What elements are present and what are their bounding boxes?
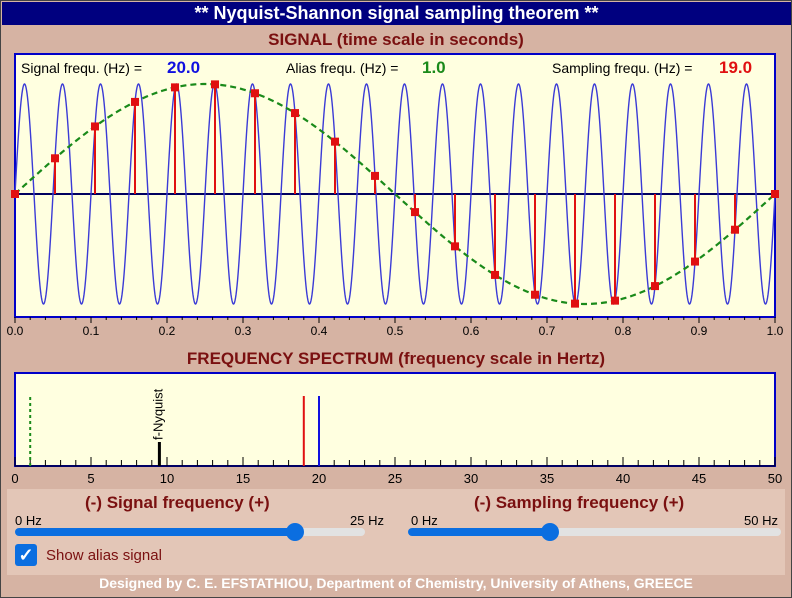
sample-point bbox=[371, 171, 379, 180]
signal-x-tick-label: 0.2 bbox=[159, 324, 176, 338]
sample-point bbox=[251, 89, 259, 98]
spectrum-x-tick-label: 5 bbox=[87, 471, 94, 486]
window-title: ** Nyquist-Shannon signal sampling theor… bbox=[2, 2, 791, 25]
sample-point bbox=[691, 257, 699, 266]
sampling-slider-title: (-) Sampling frequency (+) bbox=[474, 493, 685, 512]
signal-x-tick-label: 0.4 bbox=[311, 324, 328, 338]
spectrum-plot: 0 5 10 15 20 25 30 35 40 45 50 f-Nyquist bbox=[11, 372, 782, 486]
spectrum-x-tick-label: 0 bbox=[11, 471, 18, 486]
nyquist-label: f-Nyquist bbox=[150, 388, 165, 440]
sample-point bbox=[91, 122, 99, 131]
spectrum-x-tick-label: 50 bbox=[768, 471, 782, 486]
spectrum-x-tick-label: 25 bbox=[388, 471, 402, 486]
sample-point bbox=[171, 83, 179, 92]
signal-slider-title: (-) Signal frequency (+) bbox=[85, 493, 270, 512]
signal-x-tick-label: 0.5 bbox=[387, 324, 404, 338]
spectrum-x-tick-label: 30 bbox=[464, 471, 478, 486]
signal-freq-value: 20.0 bbox=[167, 58, 200, 77]
sample-point bbox=[51, 154, 59, 163]
slider-track bbox=[408, 528, 781, 536]
signal-x-tick-label: 1.0 bbox=[767, 324, 784, 338]
sampling-slider-min: 0 Hz bbox=[411, 513, 438, 528]
slider-thumb[interactable] bbox=[286, 523, 304, 541]
signal-x-tick-label: 0.1 bbox=[83, 324, 100, 338]
alias-freq-value: 1.0 bbox=[422, 58, 446, 77]
signal-slider-min: 0 Hz bbox=[15, 513, 42, 528]
sample-point bbox=[771, 190, 779, 198]
spectrum-x-tick-label: 45 bbox=[692, 471, 706, 486]
footer-credit: Designed by C. E. EFSTATHIOU, Department… bbox=[99, 575, 693, 591]
signal-frequency-slider[interactable] bbox=[15, 516, 365, 548]
sample-point bbox=[731, 225, 739, 234]
alias-freq-label: Alias frequ. (Hz) = bbox=[286, 60, 398, 76]
signal-x-tick-label: 0.9 bbox=[691, 324, 708, 338]
sample-point bbox=[331, 137, 339, 146]
sampling-freq-value: 19.0 bbox=[719, 58, 752, 77]
spectrum-x-tick-label: 20 bbox=[312, 471, 326, 486]
signal-x-tick-label: 0.6 bbox=[463, 324, 480, 338]
sample-point bbox=[411, 208, 419, 217]
sampling-freq-label: Sampling frequ. (Hz) = bbox=[552, 60, 692, 76]
signal-plot: 0.0 0.1 0.2 0.3 0.4 0.5 0.6 0.7 0.8 0.9 1.0 Signal… bbox=[7, 53, 784, 338]
sample-point bbox=[211, 80, 219, 89]
sample-point bbox=[531, 290, 539, 299]
spectrum-x-tick-label: 15 bbox=[236, 471, 250, 486]
spectrum-panel-title: FREQUENCY SPECTRUM (frequency scale in H… bbox=[186, 349, 606, 368]
sample-point bbox=[11, 190, 19, 198]
spectrum-plot-area bbox=[14, 372, 776, 467]
spectrum-x-tick-label: 10 bbox=[160, 471, 174, 486]
show-alias-label[interactable]: Show alias signal bbox=[46, 547, 162, 564]
slider-fill bbox=[408, 528, 550, 536]
slider-fill bbox=[15, 528, 295, 536]
signal-slider-max: 25 Hz bbox=[350, 513, 384, 528]
signal-x-tick-label: 0.8 bbox=[615, 324, 632, 338]
spectrum-x-tick-label: 35 bbox=[540, 471, 554, 486]
signal-x-tick-label: 0.0 bbox=[7, 324, 24, 338]
signal-freq-label: Signal frequ. (Hz) = bbox=[21, 60, 142, 76]
show-alias-checkbox[interactable]: ✓ bbox=[15, 544, 37, 566]
sample-point bbox=[491, 270, 499, 279]
sampling-slider-max: 50 Hz bbox=[744, 513, 778, 528]
sampling-frequency-slider[interactable] bbox=[408, 516, 781, 548]
sample-point bbox=[131, 97, 139, 106]
sample-point bbox=[451, 242, 459, 251]
signal-sine-line bbox=[14, 83, 776, 305]
signal-x-tick-label: 0.7 bbox=[539, 324, 556, 338]
signal-panel-title: SIGNAL (time scale in seconds) bbox=[268, 30, 524, 49]
sample-point bbox=[571, 299, 579, 308]
spectrum-x-tick-label: 40 bbox=[616, 471, 630, 486]
sample-point bbox=[291, 109, 299, 118]
sample-point bbox=[651, 282, 659, 291]
slider-thumb[interactable] bbox=[540, 523, 559, 541]
sample-point bbox=[611, 296, 619, 305]
signal-x-tick-label: 0.3 bbox=[235, 324, 252, 338]
